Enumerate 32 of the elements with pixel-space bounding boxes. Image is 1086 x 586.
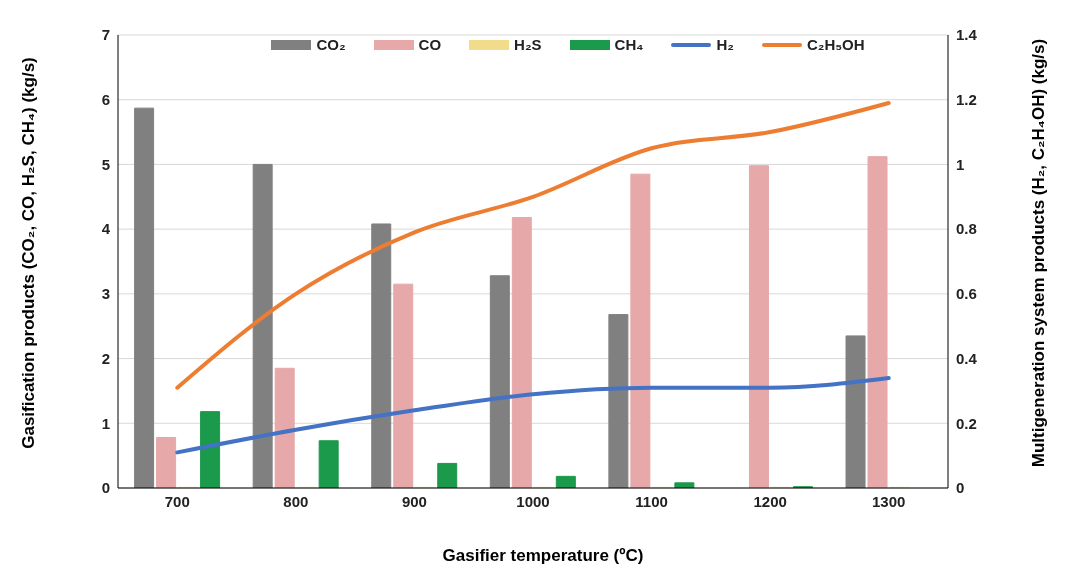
y2-tick-label: 0 — [956, 479, 965, 497]
y2-axis-title: Multigeneration system products (H₂, C₂H₄OH) (kg/s) — [1028, 37, 1049, 470]
legend-label: H₂S — [513, 36, 542, 53]
y2-tick-label: 1.4 — [956, 26, 978, 44]
x-tick-label: 700 — [164, 492, 190, 510]
y-tick-label: 3 — [101, 285, 110, 303]
y-tick-label: 0 — [101, 479, 110, 497]
y2-tick-label: 0.2 — [956, 414, 977, 432]
y2-tick-label: 0.4 — [956, 349, 978, 367]
y-axis-title: Gasification products (CO₂, CO, H₂S, CH₄) (kg/s) — [18, 56, 39, 451]
legend-label: C₂H₅OH — [805, 36, 865, 53]
y-tick-label: 5 — [101, 155, 110, 173]
y2-tick-label: 0.8 — [956, 220, 977, 238]
x-tick-label: 800 — [283, 492, 309, 510]
legend-label: CO₂ — [315, 36, 346, 53]
x-tick-label: 1300 — [872, 492, 906, 510]
x-tick-label: 900 — [401, 492, 427, 510]
y-tick-label: 6 — [101, 91, 110, 109]
x-tick-label: 1000 — [516, 492, 550, 510]
x-tick-label: 1100 — [635, 492, 668, 510]
legend-label: H₂ — [715, 36, 734, 53]
legend-label: CO — [417, 36, 442, 53]
y2-tick-label: 1.2 — [956, 91, 977, 109]
x-axis-title: Gasifier temperature (ºC) — [441, 546, 645, 566]
x-tick-label: 1200 — [753, 492, 787, 510]
y-tick-label: 4 — [101, 220, 111, 238]
y-tick-label: 7 — [101, 26, 110, 44]
y-tick-label: 2 — [101, 349, 110, 367]
y2-tick-label: 0.6 — [956, 285, 977, 303]
y-tick-label: 1 — [101, 414, 110, 432]
y2-tick-label: 1 — [956, 155, 965, 173]
legend-label: CH₄ — [613, 36, 644, 53]
